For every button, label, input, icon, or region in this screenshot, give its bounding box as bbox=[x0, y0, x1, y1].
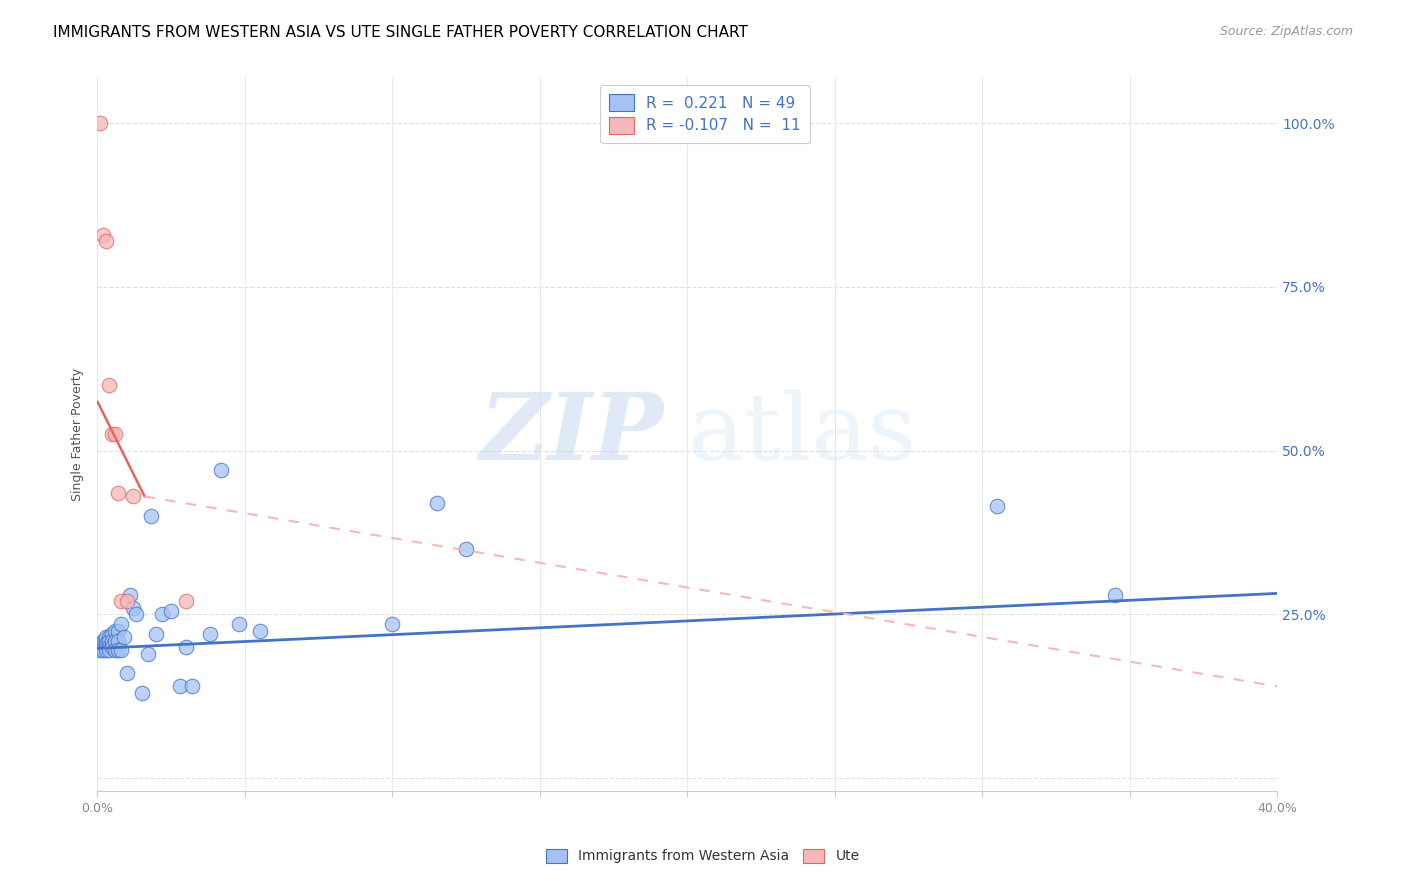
Point bbox=[112, 630, 135, 644]
Point bbox=[110, 594, 132, 608]
Point bbox=[110, 617, 132, 632]
Point bbox=[986, 500, 1008, 514]
Point bbox=[98, 378, 121, 392]
Point bbox=[121, 600, 143, 615]
Point bbox=[150, 607, 173, 622]
Point bbox=[104, 427, 127, 442]
Point bbox=[228, 617, 250, 632]
Point bbox=[98, 633, 121, 648]
Point bbox=[107, 624, 129, 638]
Point bbox=[456, 541, 478, 556]
Point bbox=[198, 627, 221, 641]
Point bbox=[131, 686, 153, 700]
Legend: Immigrants from Western Asia, Ute: Immigrants from Western Asia, Ute bbox=[541, 843, 865, 869]
Point bbox=[1104, 588, 1126, 602]
Point bbox=[139, 509, 162, 524]
Point bbox=[96, 640, 118, 654]
Point bbox=[91, 227, 114, 242]
Point bbox=[96, 637, 118, 651]
Point bbox=[107, 643, 129, 657]
Point bbox=[104, 624, 127, 638]
Point bbox=[145, 627, 167, 641]
Point bbox=[115, 666, 138, 681]
Point bbox=[96, 643, 118, 657]
Point bbox=[101, 427, 124, 442]
Point bbox=[110, 643, 132, 657]
Point bbox=[96, 630, 118, 644]
Point bbox=[89, 637, 111, 651]
Point bbox=[89, 116, 111, 130]
Point bbox=[426, 496, 449, 510]
Point bbox=[136, 647, 159, 661]
Point bbox=[107, 633, 129, 648]
Point bbox=[98, 643, 121, 657]
Point bbox=[98, 630, 121, 644]
Point bbox=[91, 643, 114, 657]
Legend: R =  0.221   N = 49, R = -0.107   N =  11: R = 0.221 N = 49, R = -0.107 N = 11 bbox=[600, 85, 810, 143]
Point bbox=[101, 640, 124, 654]
Point bbox=[104, 633, 127, 648]
Point bbox=[249, 624, 271, 638]
Point bbox=[118, 588, 141, 602]
Text: atlas: atlas bbox=[688, 389, 917, 479]
Text: IMMIGRANTS FROM WESTERN ASIA VS UTE SINGLE FATHER POVERTY CORRELATION CHART: IMMIGRANTS FROM WESTERN ASIA VS UTE SING… bbox=[53, 25, 748, 40]
Point bbox=[125, 607, 148, 622]
Point bbox=[89, 640, 111, 654]
Point bbox=[121, 490, 143, 504]
Point bbox=[180, 679, 202, 693]
Text: Source: ZipAtlas.com: Source: ZipAtlas.com bbox=[1219, 25, 1353, 38]
Point bbox=[169, 679, 191, 693]
Point bbox=[174, 594, 197, 608]
Point bbox=[381, 617, 404, 632]
Point bbox=[174, 640, 197, 654]
Y-axis label: Single Father Poverty: Single Father Poverty bbox=[72, 368, 84, 500]
Point bbox=[101, 627, 124, 641]
Point bbox=[160, 604, 183, 618]
Point bbox=[98, 640, 121, 654]
Point bbox=[91, 640, 114, 654]
Point bbox=[115, 594, 138, 608]
Point bbox=[91, 637, 114, 651]
Point bbox=[96, 234, 118, 248]
Point bbox=[91, 633, 114, 648]
Point bbox=[101, 633, 124, 648]
Text: ZIP: ZIP bbox=[479, 389, 664, 479]
Point bbox=[104, 643, 127, 657]
Point bbox=[89, 643, 111, 657]
Point bbox=[107, 486, 129, 500]
Point bbox=[209, 463, 232, 477]
